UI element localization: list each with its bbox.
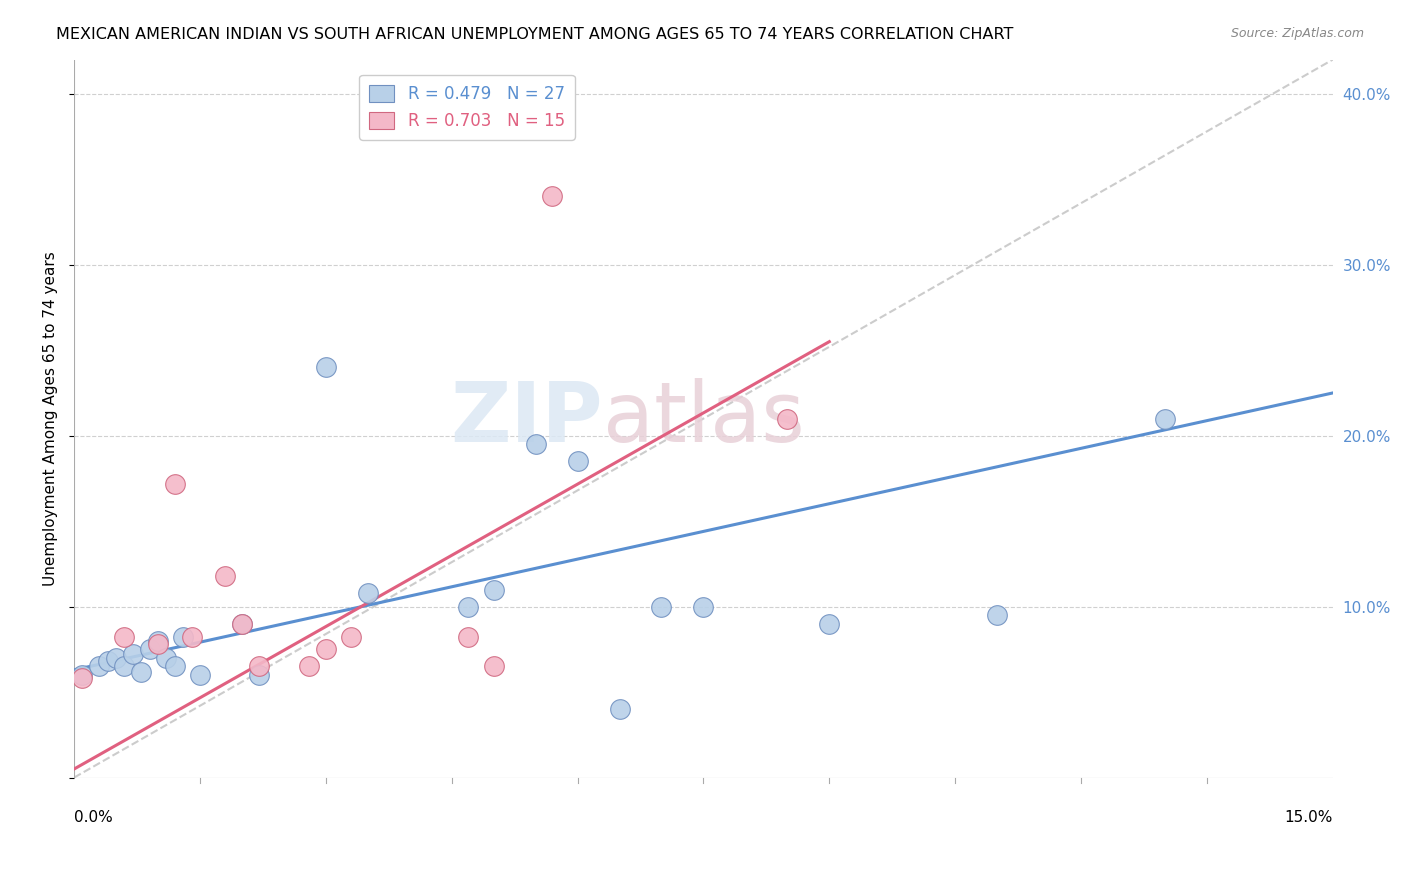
- Point: [163, 659, 186, 673]
- Point: [457, 631, 479, 645]
- Point: [298, 659, 321, 673]
- Point: [247, 659, 270, 673]
- Point: [146, 633, 169, 648]
- Point: [231, 616, 253, 631]
- Point: [650, 599, 672, 614]
- Point: [609, 702, 631, 716]
- Point: [155, 651, 177, 665]
- Point: [114, 659, 136, 673]
- Point: [146, 637, 169, 651]
- Point: [172, 631, 194, 645]
- Point: [340, 631, 363, 645]
- Point: [986, 608, 1008, 623]
- Text: atlas: atlas: [603, 378, 804, 459]
- Point: [89, 659, 111, 673]
- Point: [315, 360, 337, 375]
- Point: [163, 476, 186, 491]
- Point: [315, 642, 337, 657]
- Point: [231, 616, 253, 631]
- Point: [247, 668, 270, 682]
- Point: [188, 668, 211, 682]
- Legend: R = 0.479   N = 27, R = 0.703   N = 15: R = 0.479 N = 27, R = 0.703 N = 15: [360, 75, 575, 140]
- Point: [692, 599, 714, 614]
- Point: [214, 569, 236, 583]
- Point: [97, 654, 120, 668]
- Point: [138, 642, 160, 657]
- Point: [457, 599, 479, 614]
- Point: [105, 651, 128, 665]
- Point: [180, 631, 202, 645]
- Point: [818, 616, 841, 631]
- Y-axis label: Unemployment Among Ages 65 to 74 years: Unemployment Among Ages 65 to 74 years: [44, 252, 58, 586]
- Text: ZIP: ZIP: [450, 378, 603, 459]
- Point: [1154, 411, 1177, 425]
- Point: [72, 672, 94, 686]
- Point: [541, 189, 564, 203]
- Point: [114, 631, 136, 645]
- Point: [482, 659, 505, 673]
- Text: Source: ZipAtlas.com: Source: ZipAtlas.com: [1230, 27, 1364, 40]
- Point: [357, 586, 380, 600]
- Point: [567, 454, 589, 468]
- Point: [482, 582, 505, 597]
- Point: [776, 411, 799, 425]
- Text: MEXICAN AMERICAN INDIAN VS SOUTH AFRICAN UNEMPLOYMENT AMONG AGES 65 TO 74 YEARS : MEXICAN AMERICAN INDIAN VS SOUTH AFRICAN…: [56, 27, 1014, 42]
- Text: 0.0%: 0.0%: [75, 810, 112, 825]
- Point: [72, 668, 94, 682]
- Point: [129, 665, 152, 679]
- Point: [121, 648, 143, 662]
- Text: 15.0%: 15.0%: [1285, 810, 1333, 825]
- Point: [524, 437, 547, 451]
